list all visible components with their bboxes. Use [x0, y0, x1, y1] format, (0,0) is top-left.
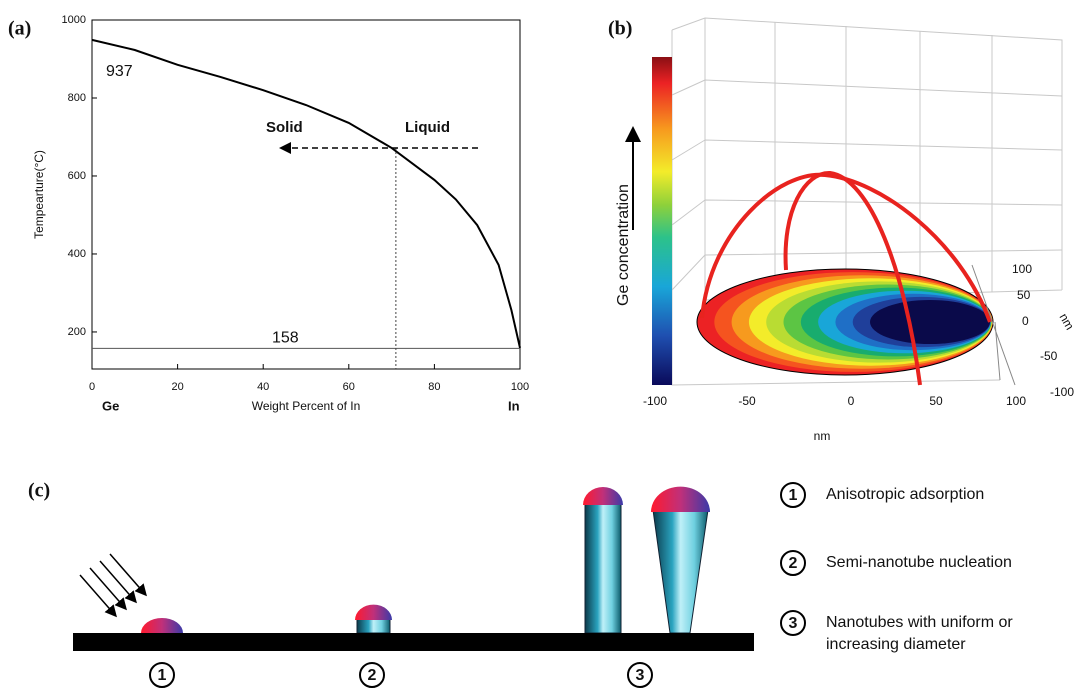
- reference-label: 158: [272, 330, 299, 347]
- y-tick-label: 50: [1017, 288, 1031, 302]
- y-tick-label: 800: [68, 92, 86, 104]
- colorbar: [652, 57, 672, 385]
- step-number: 3: [636, 667, 645, 684]
- plot-frame: [91, 19, 521, 370]
- incident-arrows: [79, 553, 147, 618]
- y-tick-label: 200: [68, 326, 86, 338]
- step-number: 1: [789, 487, 798, 504]
- x-tick-label: -50: [738, 394, 756, 408]
- x-axis-label: Weight Percent of In: [252, 399, 361, 413]
- panel-label: (a): [8, 18, 31, 40]
- substrate: [73, 633, 754, 651]
- y-tick-label: 0: [1022, 314, 1029, 328]
- droplet: [141, 618, 183, 633]
- y-tick-label: 1000: [62, 14, 86, 26]
- annotation: 937: [106, 63, 133, 80]
- y-tick-label: -50: [1040, 349, 1058, 363]
- region-label: Liquid: [405, 119, 450, 136]
- step-badge: [359, 662, 385, 688]
- step-badge: [780, 550, 806, 576]
- y-tick-label: -100: [1050, 385, 1074, 399]
- step-badge: [149, 662, 175, 688]
- legend-text: Anisotropic adsorption: [826, 486, 984, 503]
- x-tick-label: 100: [511, 381, 529, 393]
- legend-text: Semi-nanotube nucleation: [826, 554, 1012, 571]
- nanotube: [584, 502, 622, 634]
- x-tick-label: 20: [171, 381, 183, 393]
- wireframe: [671, 17, 1063, 386]
- y-tick-label: 100: [1012, 262, 1032, 276]
- droplet: [651, 486, 710, 512]
- x-tick-label: 0: [848, 394, 855, 408]
- step-number: 1: [158, 667, 167, 684]
- y-axis-label: Tempearture(°C): [32, 150, 46, 239]
- concentration-ring: [870, 300, 990, 344]
- axis-label: nm: [1056, 311, 1076, 332]
- droplet: [583, 487, 623, 505]
- x-tick-label: -100: [643, 394, 667, 408]
- legend-text: Nanotubes with uniform or: [826, 614, 1013, 631]
- panel-a: 200 400 600 800 1000 0 20 40 60 80 100 Weight Perce…: [32, 14, 529, 414]
- nanotube: [652, 509, 709, 634]
- x-tick-label: 100: [1006, 394, 1026, 408]
- contour-arcs: [700, 170, 992, 386]
- y-tick-label: 400: [68, 248, 86, 260]
- endpoint-label: In: [508, 398, 520, 413]
- region-label: Solid: [266, 119, 303, 136]
- x-tick-label: 80: [428, 381, 440, 393]
- x-tick-label: 40: [257, 381, 269, 393]
- droplet: [355, 604, 392, 620]
- step-badge: [627, 662, 653, 688]
- step-number: 2: [368, 667, 377, 684]
- step-number: 2: [789, 555, 798, 572]
- axis-label: nm: [814, 429, 831, 443]
- colorbar-label: Ge concentration: [615, 184, 632, 306]
- x-tick-label: 0: [89, 381, 95, 393]
- liquidus-curve: [91, 38, 521, 349]
- y-tick-label: 600: [68, 170, 86, 182]
- panel-label: (b): [608, 18, 632, 40]
- concentration-map: [696, 268, 994, 376]
- nanotube: [356, 617, 391, 634]
- step-badge: [780, 610, 806, 636]
- panel-label: (c): [28, 480, 50, 502]
- endpoint-label: Ge: [102, 398, 119, 413]
- step-badge: [780, 482, 806, 508]
- x-tick-label: 60: [343, 381, 355, 393]
- x-tick-label: 50: [929, 394, 943, 408]
- legend-text: increasing diameter: [826, 636, 966, 653]
- step-number: 3: [789, 615, 798, 632]
